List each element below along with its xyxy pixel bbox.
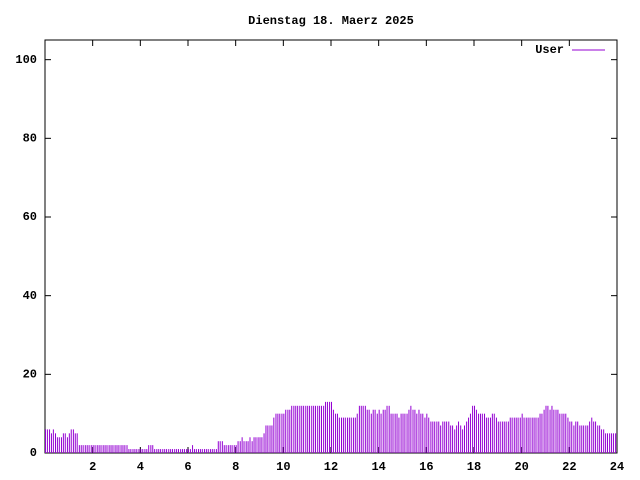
x-tick-label: 8 <box>232 460 239 474</box>
chart-title: Dienstag 18. Maerz 2025 <box>248 14 414 28</box>
x-tick-label: 16 <box>419 460 433 474</box>
x-tick-label: 2 <box>89 460 96 474</box>
y-tick-label: 0 <box>30 446 37 460</box>
x-tick-label: 10 <box>276 460 290 474</box>
legend-label: User <box>535 43 564 57</box>
x-tick-label: 18 <box>467 460 481 474</box>
x-tick-label: 20 <box>514 460 528 474</box>
x-tick-label: 12 <box>324 460 338 474</box>
x-tick-label: 22 <box>562 460 576 474</box>
y-tick-label: 40 <box>23 289 37 303</box>
y-tick-label: 20 <box>23 368 37 382</box>
x-tick-label: 24 <box>610 460 624 474</box>
x-tick-label: 4 <box>137 460 144 474</box>
plot-frame <box>44 39 618 454</box>
y-tick-label: 80 <box>23 132 37 146</box>
y-tick-label: 100 <box>15 53 37 67</box>
x-tick-label: 6 <box>184 460 191 474</box>
y-tick-label: 60 <box>23 210 37 224</box>
x-tick-label: 14 <box>371 460 385 474</box>
